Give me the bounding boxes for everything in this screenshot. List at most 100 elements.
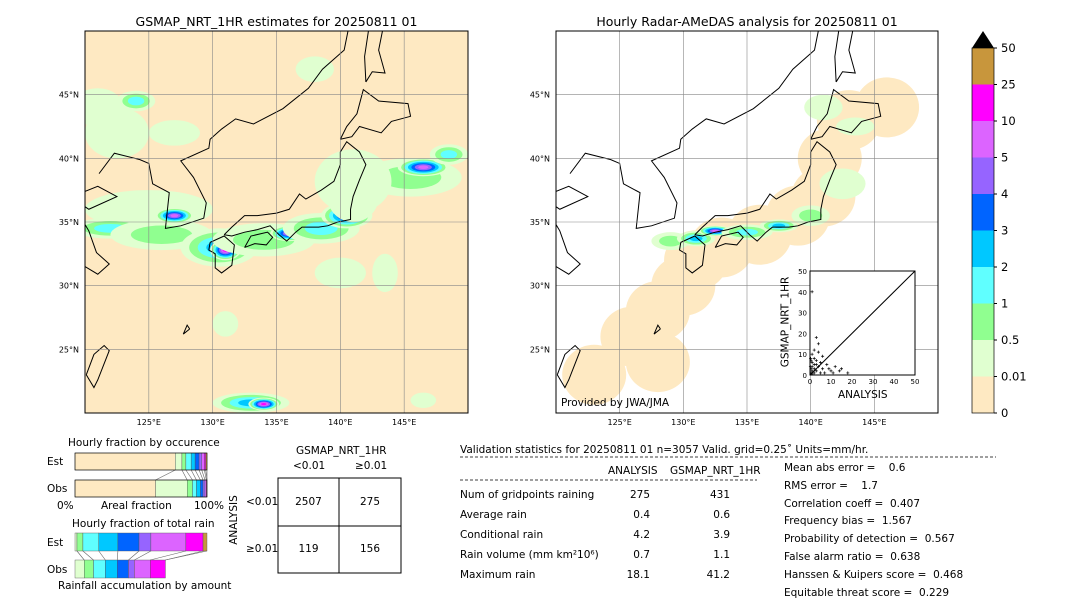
y-tick-label: 45°N	[530, 91, 550, 100]
contingency-title: GSMAP_NRT_1HR	[296, 445, 387, 457]
scatter-x-tick: 30	[869, 378, 878, 386]
x-tick-label: 145°E	[392, 418, 416, 427]
occurrence-est-segment	[175, 452, 183, 471]
x-tick-label: 135°E	[735, 418, 759, 427]
connector-line	[204, 469, 207, 481]
scatter-point	[810, 365, 814, 369]
connector-line	[190, 469, 197, 481]
occurrence-est-segment	[185, 452, 192, 471]
scatter-point	[825, 363, 829, 367]
x-tick-label: 140°E	[799, 418, 823, 427]
colorbar-label: 0.01	[1001, 370, 1027, 384]
stat-label: Conditional rain	[460, 529, 544, 541]
tot-obs-label: Obs	[47, 564, 68, 576]
scatter-point	[810, 352, 814, 356]
occurrence-est-segment	[190, 452, 196, 471]
colorbar-segment	[972, 267, 994, 304]
occurrence-title: Hourly fraction by occurence	[68, 437, 220, 449]
occurrence-obs-segment	[155, 479, 188, 498]
scatter-xlabel: ANALYSIS	[838, 389, 888, 401]
colorbar-label: 5	[1001, 151, 1008, 165]
score: Equitable threat score = 0.229	[784, 586, 950, 599]
occurrence-obs-segment	[74, 479, 156, 498]
rain-cell	[836, 117, 875, 136]
tot-est-label: Est	[47, 537, 64, 549]
totalrain-obs-segment	[84, 559, 94, 579]
colorbar-label: 2	[1001, 260, 1008, 274]
scatter-point	[846, 371, 850, 375]
score: Frequency bias = 1.567	[784, 515, 912, 528]
scatter-point	[831, 371, 835, 375]
coastline	[244, 231, 274, 248]
ct-row-0: <0.01	[246, 496, 279, 508]
scatter-point	[819, 371, 822, 375]
scatter-y-tick: 30	[798, 310, 807, 318]
scatter-ylabel: GSMAP_NRT_1HR	[779, 276, 792, 368]
score: Mean abs error = 0.6	[784, 462, 906, 474]
rain-cell	[295, 56, 334, 82]
connector-line	[165, 550, 208, 561]
rain-cell	[372, 253, 398, 293]
connector-line	[155, 469, 176, 481]
connector-line	[181, 469, 188, 481]
stat-g: 41.2	[706, 569, 730, 581]
stat-label: Average rain	[460, 509, 527, 521]
map-content	[85, 31, 468, 413]
coastline	[556, 185, 589, 210]
stat-label: Num of gridpoints raining	[460, 489, 595, 501]
colorbar-label: 4	[1001, 187, 1008, 201]
scatter-point	[821, 367, 825, 371]
ct-row-label: ANALYSIS	[227, 495, 240, 545]
y-tick-label: 30°N	[530, 282, 550, 291]
colorbar-label: 10	[1001, 114, 1016, 128]
scatter-point	[810, 369, 814, 373]
scatter-point	[809, 367, 813, 371]
coastline	[182, 324, 191, 335]
scatter-point	[819, 361, 822, 365]
connector-line	[198, 469, 204, 481]
rain-cell	[418, 165, 429, 170]
col-analysis: ANALYSIS	[608, 465, 658, 477]
occurrence-est-segment	[201, 452, 205, 471]
connector-line	[116, 550, 119, 561]
x-tick-label: 125°E	[608, 418, 632, 427]
ct-cell: 156	[359, 543, 381, 555]
scatter-y-tick: 50	[798, 268, 807, 276]
y-tick-label: 40°N	[59, 154, 79, 163]
occ-obs-frame	[74, 479, 208, 498]
totalrain-est-segment	[74, 532, 78, 552]
rain-cell	[212, 311, 239, 337]
scatter-point	[816, 350, 820, 354]
connector-line	[82, 550, 94, 561]
y-tick-label: 40°N	[530, 154, 550, 163]
scatter-x-tick: 10	[827, 378, 836, 386]
x-tick-label: 135°E	[264, 418, 288, 427]
coastline	[694, 141, 837, 242]
map-frame	[555, 30, 939, 414]
scatter-point	[814, 336, 818, 340]
stat-a: 0.4	[633, 509, 650, 521]
scatter-point	[812, 371, 816, 375]
scatter-y-tick: 10	[798, 351, 807, 359]
occurrence-est-segment	[181, 452, 187, 471]
totalrain-obs-segment	[105, 559, 118, 579]
connector-line	[98, 550, 106, 561]
connector-line	[185, 469, 193, 481]
stat-g: 0.6	[713, 509, 730, 521]
ct-cell: 119	[298, 543, 319, 555]
occurrence-est-segment	[198, 452, 202, 471]
connector-line	[76, 550, 85, 561]
coastline	[714, 231, 744, 248]
y-tick-label: 25°N	[59, 345, 79, 354]
occ-obs-label: Obs	[47, 483, 68, 495]
totalrain-obs-segment	[117, 559, 129, 579]
connector-line	[150, 550, 186, 561]
gsmap-map: 125°E 130°E 135°E 140°E 145°E 25°N 30°N 35°N 40°…	[59, 30, 469, 427]
scatter-point	[810, 372, 814, 376]
coastline	[834, 31, 856, 83]
totalrain-est-segment	[98, 532, 119, 552]
scatter-x-tick: 0	[808, 378, 812, 386]
col-gsmap: GSMAP_NRT_1HR	[670, 465, 761, 477]
coastline	[810, 88, 882, 140]
